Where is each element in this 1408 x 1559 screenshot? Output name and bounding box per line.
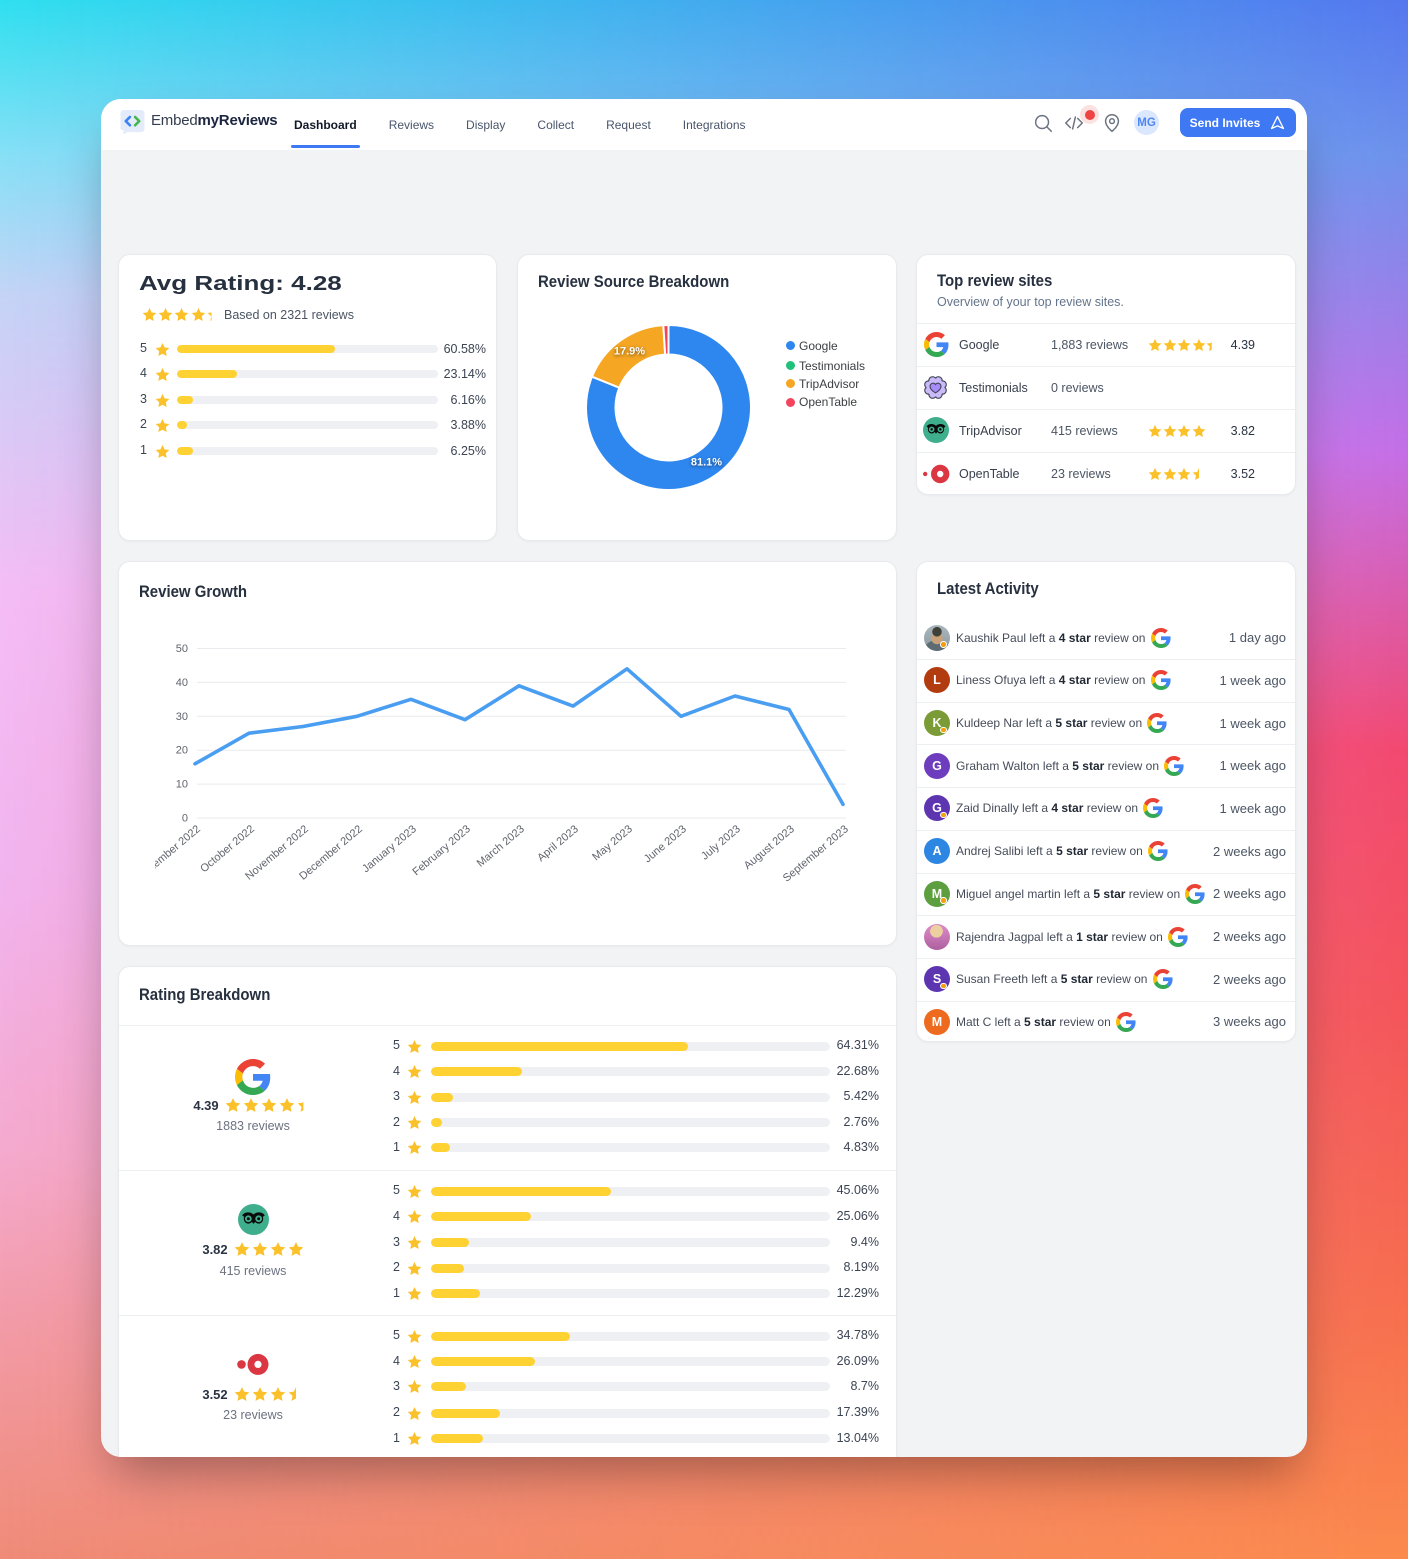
- svg-text:10: 10: [176, 779, 188, 791]
- svg-text:May 2023: May 2023: [590, 823, 635, 863]
- svg-text:October 2022: October 2022: [198, 823, 257, 875]
- svg-text:0: 0: [182, 813, 188, 825]
- svg-text:17.9%: 17.9%: [614, 345, 645, 357]
- svg-text:40: 40: [176, 677, 188, 689]
- svg-text:August 2023: August 2023: [742, 823, 797, 872]
- svg-text:50: 50: [176, 643, 188, 655]
- svg-text:January 2023: January 2023: [360, 823, 419, 875]
- svg-text:February 2023: February 2023: [410, 823, 473, 878]
- svg-text:81.1%: 81.1%: [691, 456, 722, 468]
- svg-text:March 2023: March 2023: [475, 823, 527, 870]
- svg-text:April 2023: April 2023: [535, 823, 581, 864]
- svg-text:September 2022: September 2022: [155, 823, 203, 884]
- svg-text:July 2023: July 2023: [699, 823, 743, 862]
- svg-text:30: 30: [176, 711, 188, 723]
- svg-text:June 2023: June 2023: [642, 823, 689, 865]
- svg-text:20: 20: [176, 745, 188, 757]
